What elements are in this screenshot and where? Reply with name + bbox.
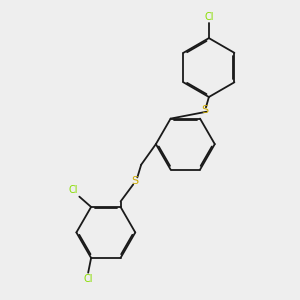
Text: Cl: Cl bbox=[204, 12, 214, 22]
Text: Cl: Cl bbox=[83, 274, 93, 284]
Text: S: S bbox=[132, 176, 139, 186]
Text: Cl: Cl bbox=[68, 185, 78, 195]
Text: S: S bbox=[201, 105, 208, 115]
